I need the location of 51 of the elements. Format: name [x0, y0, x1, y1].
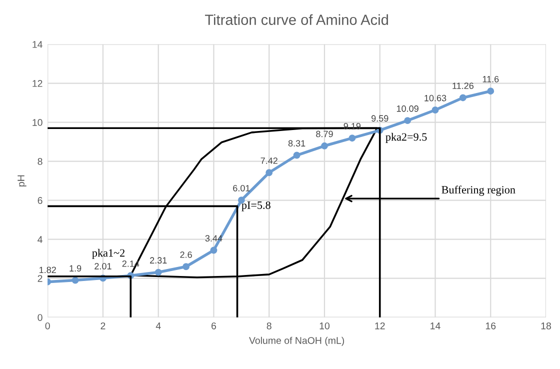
data-label: 8.31: [288, 140, 306, 147]
y-tick-label: 4: [38, 236, 42, 243]
data-label: 6.01: [233, 185, 250, 192]
data-label: 2.6: [180, 252, 192, 258]
x-tick-label: 10: [320, 322, 330, 330]
data-label: 7.42: [260, 157, 278, 164]
point: [154, 268, 162, 276]
chart-title: Titration curve of Amino Acid: [205, 14, 388, 25]
point: [348, 134, 356, 142]
point: [210, 246, 218, 254]
x-tick-label: 6: [212, 322, 216, 330]
data-label: 11.6: [482, 76, 499, 82]
x-tick-label: 18: [541, 322, 551, 330]
point: [293, 152, 300, 159]
y-axis-title: pH: [18, 175, 26, 186]
data-label: 9.59: [372, 115, 388, 122]
point: [404, 117, 412, 124]
x-tick-label: 4: [156, 322, 161, 330]
y-tick-label: 12: [32, 80, 42, 87]
x-tick-label: 16: [486, 322, 496, 330]
data-label: 2.01: [94, 263, 112, 270]
x-tick-label: 0: [45, 322, 50, 330]
point: [266, 169, 273, 176]
y-tick-label: 8: [38, 158, 42, 165]
x-axis-title: Volume of NaOH (mL): [249, 336, 344, 346]
y-tick-label: 2: [38, 275, 42, 282]
point: [459, 94, 466, 102]
x-tick-label: 2: [100, 322, 106, 330]
data-label: 1.82: [40, 266, 56, 274]
y-tick-label: 14: [32, 41, 42, 48]
annotation: pka1~2: [92, 248, 124, 259]
point: [432, 106, 439, 114]
point: [321, 142, 328, 150]
x-tick-label: 12: [375, 322, 385, 330]
point: [72, 276, 79, 284]
point: [487, 88, 494, 95]
data-label: 11.26: [452, 82, 474, 89]
point: [182, 263, 190, 270]
x-tick-label: 14: [430, 322, 440, 330]
annotation: pI=5.8: [242, 201, 270, 212]
x-tick-label: 8: [266, 322, 272, 330]
data-label: 10.63: [424, 94, 446, 102]
annotation: Buffering region: [442, 186, 516, 196]
y-tick-label: 10: [32, 119, 42, 126]
data-label: 2.31: [150, 257, 167, 264]
y-tick-label: 6: [38, 197, 42, 204]
annotation: pka2=9.5: [386, 132, 427, 143]
y-tick-label: 0: [38, 314, 42, 321]
data-label: 10.09: [396, 105, 418, 112]
data-label: 1.9: [70, 265, 82, 272]
data-label: 8.79: [316, 130, 333, 138]
